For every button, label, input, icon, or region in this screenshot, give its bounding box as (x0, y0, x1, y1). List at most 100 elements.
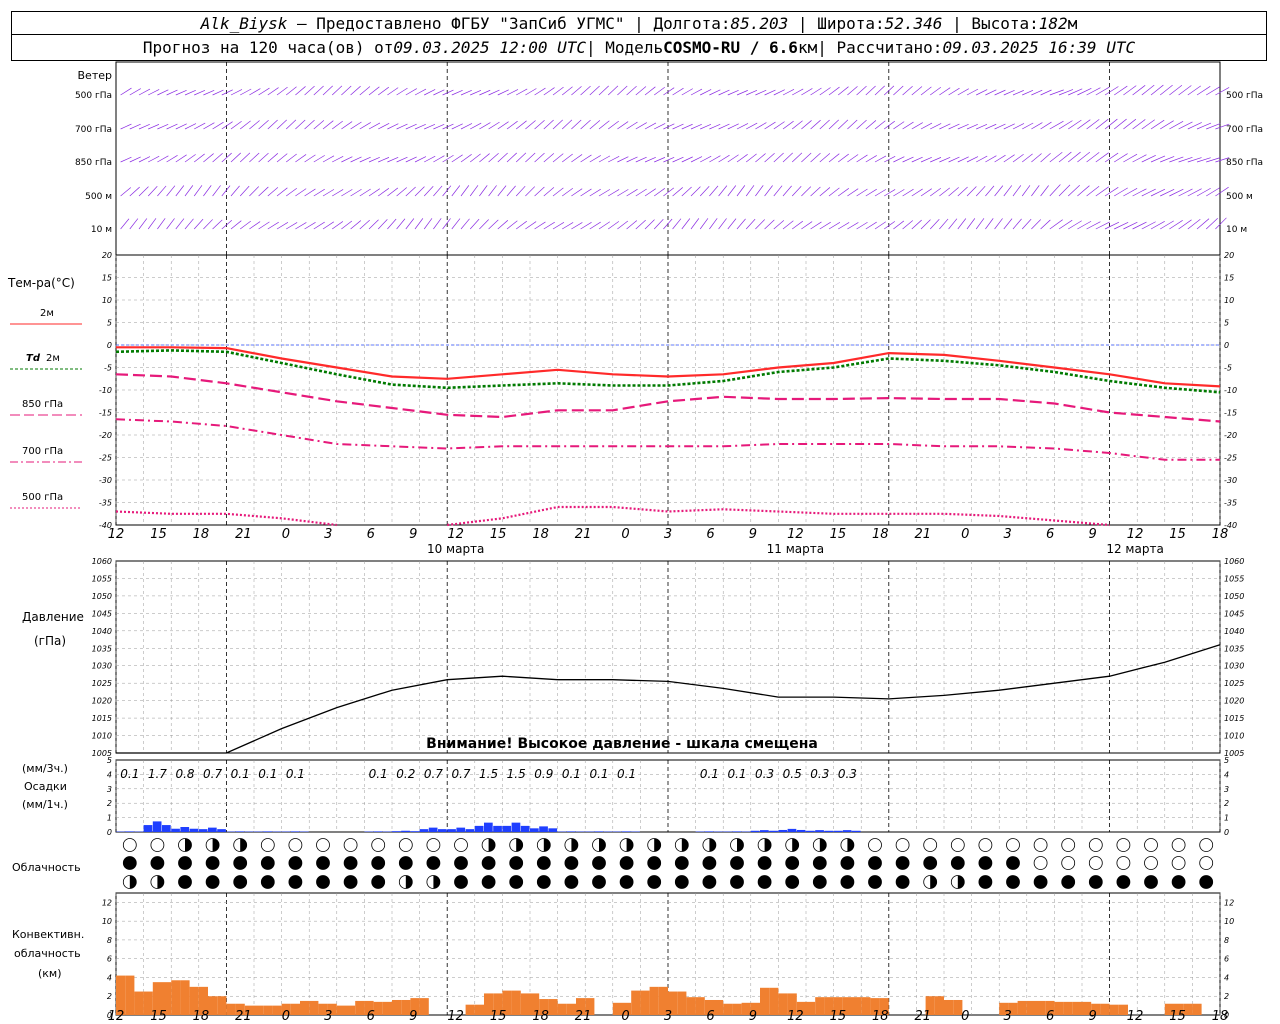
wind-barb (1215, 123, 1230, 130)
grid-lines (115, 62, 1221, 1015)
wind-barb (1003, 218, 1013, 230)
wind-barb (1058, 89, 1074, 96)
wind-barb (304, 188, 316, 197)
conv-bar (796, 1001, 806, 1015)
y-tick-label: 3 (1224, 785, 1229, 794)
y-tick-label: 1040 (92, 627, 112, 636)
wind-barb (1187, 85, 1201, 96)
conv-bar (714, 999, 724, 1015)
wind-barb (718, 218, 727, 230)
lat-value: 52.346 (884, 13, 943, 33)
conv-bar (944, 999, 954, 1015)
wind-barb (911, 86, 923, 96)
wind-barb (497, 89, 509, 96)
wind-barb (801, 221, 813, 230)
precip-bar (125, 831, 134, 832)
wind-barb (607, 221, 620, 230)
time-tick-label: 18 (1212, 1009, 1229, 1024)
wind-barb (387, 218, 397, 230)
conv-bar (925, 996, 935, 1015)
wind-barb (755, 219, 765, 230)
cloud-symbol (812, 856, 827, 870)
wind-barb (515, 152, 527, 163)
wind-barb (166, 123, 178, 130)
wind-barb (239, 185, 250, 197)
precip-3h-value: 0.7 (424, 767, 443, 781)
time-tick-label: 0 (282, 527, 290, 542)
wind-barb (699, 218, 709, 230)
cloud-symbol (509, 856, 524, 870)
wind-barb (1068, 119, 1082, 130)
precip-bars: 0.1 1.7 0.8 0.7 0.1 0.1 0.1 0.1 0.2 0.7 0.7 1.5 1.5 0… (116, 767, 861, 832)
precip-bar (704, 831, 714, 832)
wind-barb (819, 119, 830, 130)
conv-bar (732, 1003, 742, 1015)
conv-bar (934, 996, 944, 1015)
conv-bar (520, 993, 530, 1015)
wind-barb (396, 156, 408, 163)
precip-bar (594, 831, 604, 832)
wind-barb (534, 87, 546, 96)
wind-barb (745, 218, 756, 230)
y-tick-label: -5 (1224, 364, 1232, 373)
conv-bar (419, 998, 429, 1015)
wind-barb (1031, 153, 1042, 163)
wind-barb (359, 188, 371, 197)
wind-barb (874, 120, 886, 130)
y-tick-label: 1040 (1224, 627, 1244, 636)
precip-3h-value: 0.1 (727, 767, 746, 781)
wind-barb (175, 89, 187, 96)
wind-barb (1067, 184, 1080, 197)
cloud-symbol (895, 838, 910, 852)
wind-barb (120, 123, 132, 130)
wind-barb (313, 120, 325, 130)
wind-barb (681, 156, 693, 163)
precip-3h-value: 1.7 (148, 767, 167, 781)
precip-bar (410, 831, 420, 832)
wind-level-label: 700 гПа (75, 125, 112, 135)
wind-barb (828, 86, 840, 96)
wind-barb (920, 188, 932, 197)
conv-bar (953, 999, 963, 1015)
conv-bar (833, 997, 843, 1015)
time-tick-label: 18 (532, 1009, 549, 1024)
wind-barb (304, 85, 315, 96)
y-tick-label: -10 (1224, 386, 1237, 395)
wind-barb (460, 185, 470, 197)
header-sep: | (942, 13, 972, 33)
wind-barb (810, 186, 821, 197)
wind-barb (331, 85, 343, 96)
wind-barb (194, 122, 206, 130)
wind-barb (911, 188, 923, 197)
wind-barb (424, 155, 436, 163)
wind-barb (479, 153, 490, 163)
precip-bar (750, 830, 760, 832)
wind-barb (957, 123, 969, 130)
wind-barb (1077, 119, 1091, 130)
wind-barb (451, 89, 463, 96)
y-tick-label: 0 (1224, 828, 1229, 837)
wind-barb (552, 222, 565, 230)
wind-barb (690, 218, 700, 230)
y-tick-label: 6 (1224, 955, 1229, 964)
wind-barb (736, 123, 749, 130)
wind-barb (534, 152, 545, 163)
y-tick-label: 1010 (1224, 732, 1244, 741)
wind-barb (1113, 118, 1127, 130)
wind-barb (644, 157, 656, 163)
conv-bar (1045, 1000, 1055, 1015)
cloud-symbol (564, 856, 579, 870)
cloud-symbol (150, 838, 165, 852)
time-tick-label: 18 (872, 1009, 889, 1024)
wind-barb (617, 189, 629, 197)
wind-barb (1114, 221, 1129, 230)
wind-barb (736, 90, 748, 96)
temp-series-0 (116, 346, 1221, 388)
wind-barb (1215, 87, 1230, 96)
wind-barb (635, 122, 647, 130)
wind-barb (1150, 155, 1166, 163)
wind-barb (295, 154, 307, 163)
wind-level-label: 850 гПа (75, 158, 112, 168)
wind-barb (451, 185, 461, 197)
wind-barb (966, 218, 976, 230)
